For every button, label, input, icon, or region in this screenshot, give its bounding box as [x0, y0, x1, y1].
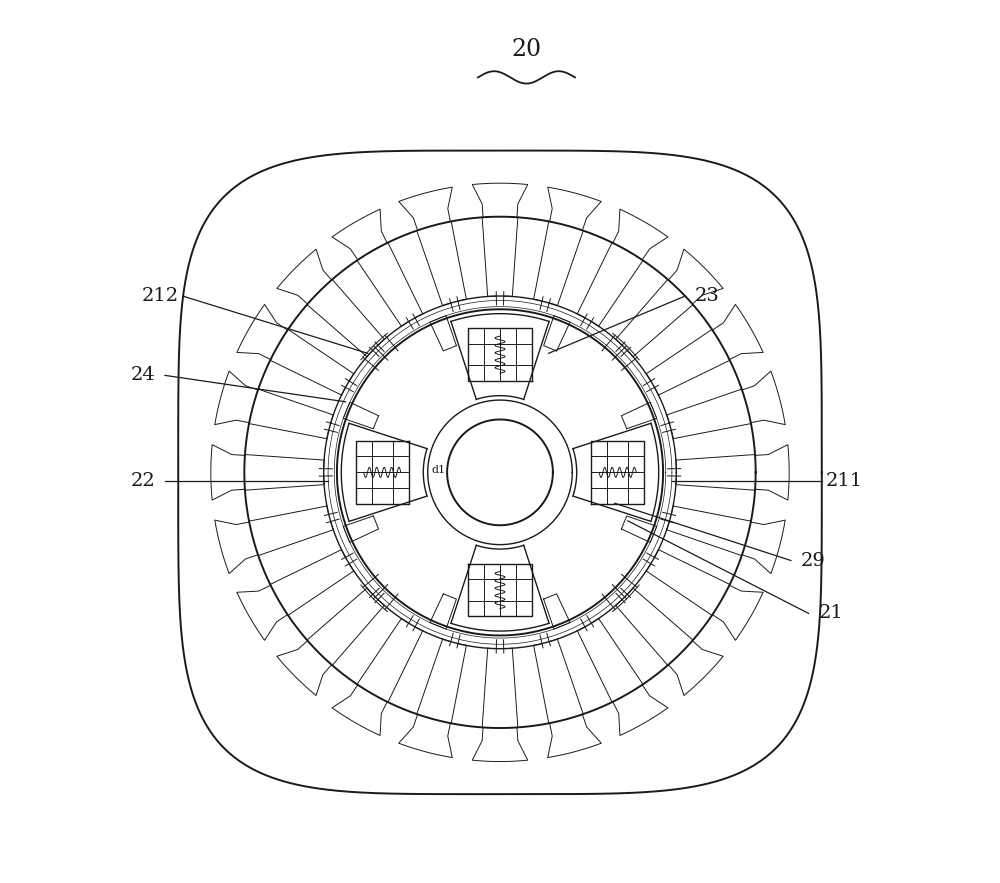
Text: 211: 211	[825, 472, 862, 490]
Text: 24: 24	[131, 366, 155, 384]
Text: 212: 212	[142, 287, 179, 305]
Text: 23: 23	[695, 287, 720, 305]
Text: 20: 20	[511, 38, 542, 61]
Text: 22: 22	[131, 472, 155, 490]
Text: 29: 29	[801, 552, 825, 570]
Text: d1: d1	[431, 464, 445, 475]
Text: 21: 21	[818, 605, 843, 623]
